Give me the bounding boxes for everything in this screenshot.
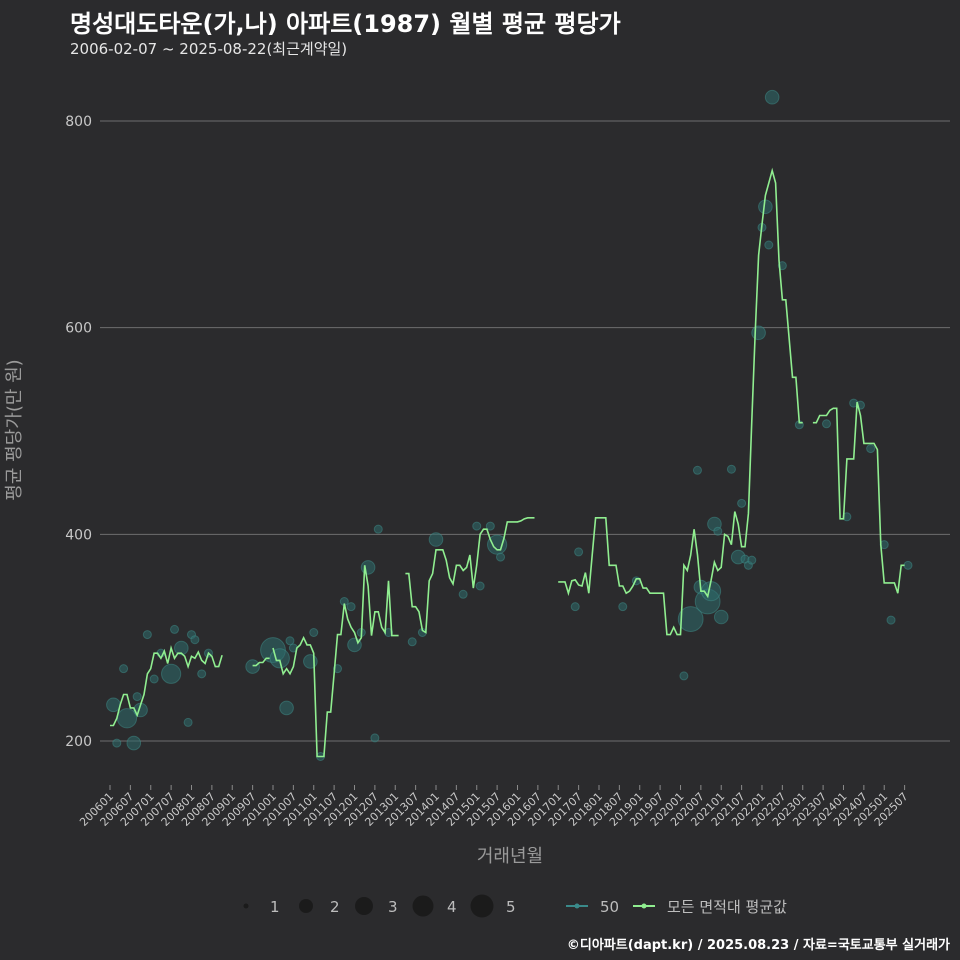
data-point bbox=[866, 444, 876, 454]
legend-size-marker bbox=[412, 895, 434, 917]
data-point bbox=[161, 663, 182, 684]
legend-size-label: 3 bbox=[388, 898, 398, 916]
data-point bbox=[764, 89, 780, 105]
data-point bbox=[132, 692, 142, 702]
data-point bbox=[370, 733, 380, 743]
legend: 1 2 3 4 5 50 모든 면적대 평균값 bbox=[243, 894, 787, 918]
legend-size-marker bbox=[243, 903, 249, 909]
data-point bbox=[428, 532, 444, 547]
legend-size-label: 4 bbox=[447, 898, 457, 916]
data-point bbox=[106, 697, 121, 713]
legend-series-label: 50 bbox=[600, 898, 619, 916]
data-point bbox=[285, 636, 295, 646]
y-tick-label: 600 bbox=[65, 321, 92, 337]
legend-size-marker bbox=[355, 897, 373, 915]
data-point bbox=[737, 498, 747, 508]
data-point bbox=[886, 615, 896, 625]
legend-series-dot bbox=[574, 903, 580, 909]
y-tick-label: 800 bbox=[65, 114, 92, 130]
average-line-segment bbox=[405, 517, 535, 634]
data-point bbox=[458, 589, 468, 599]
data-point bbox=[764, 240, 774, 250]
data-point bbox=[407, 637, 417, 647]
average-line-segment bbox=[812, 401, 905, 594]
y-tick-label: 200 bbox=[65, 734, 92, 750]
data-point bbox=[903, 560, 913, 570]
data-point bbox=[149, 674, 159, 684]
data-point bbox=[279, 700, 294, 716]
chart-title: 명성대도타운(가,나) 아파트(1987) 월별 평균 평당가 bbox=[70, 10, 621, 38]
chart-subtitle: 2006-02-07 ~ 2025-08-22(최근계약일) bbox=[70, 40, 348, 58]
data-point bbox=[496, 552, 506, 562]
legend-size-label: 5 bbox=[506, 898, 516, 916]
grid-layer bbox=[100, 120, 950, 742]
data-point bbox=[747, 555, 757, 565]
data-point bbox=[170, 624, 180, 634]
data-point bbox=[713, 609, 729, 625]
line-layer bbox=[110, 167, 905, 758]
data-point bbox=[618, 602, 628, 612]
data-point bbox=[197, 669, 207, 679]
data-point bbox=[303, 654, 318, 669]
data-point bbox=[726, 464, 736, 474]
legend-series-label: 모든 면적대 평균값 bbox=[667, 898, 787, 916]
source-credit: ©디아파트(dapt.kr) / 2025.08.23 / 자료=국토교통부 실… bbox=[566, 938, 950, 953]
y-tick-label: 400 bbox=[65, 527, 92, 543]
data-point bbox=[373, 524, 383, 534]
data-point bbox=[360, 560, 376, 575]
data-point bbox=[679, 671, 689, 681]
data-point bbox=[190, 635, 200, 645]
y-axis-label: 평균 평당가(만 원) bbox=[4, 359, 25, 500]
data-point bbox=[485, 521, 495, 531]
legend-size-marker bbox=[299, 899, 313, 913]
data-point bbox=[119, 664, 129, 674]
data-point bbox=[346, 602, 356, 612]
x-tick-layer: 2006012006072007012007072008012008072009… bbox=[77, 785, 911, 829]
data-point bbox=[692, 465, 702, 475]
data-point bbox=[309, 628, 319, 637]
average-line-segment bbox=[272, 565, 399, 758]
data-point bbox=[269, 648, 290, 669]
legend-size-label: 1 bbox=[270, 898, 280, 916]
data-point bbox=[822, 419, 832, 429]
legend-size-label: 2 bbox=[330, 898, 340, 916]
legend-series-dot bbox=[641, 903, 647, 909]
data-point bbox=[751, 325, 766, 341]
data-point bbox=[112, 738, 122, 748]
data-point bbox=[183, 717, 193, 727]
data-point bbox=[472, 521, 482, 531]
average-line-segment bbox=[252, 657, 270, 667]
data-point bbox=[574, 547, 584, 557]
x-axis-label: 거래년월 bbox=[477, 846, 543, 867]
data-point bbox=[570, 602, 580, 612]
data-point bbox=[677, 606, 704, 632]
data-point bbox=[126, 735, 142, 751]
data-point bbox=[713, 526, 723, 536]
y-tick-layer: 200 400 600 800 bbox=[65, 114, 92, 750]
legend-size-marker bbox=[470, 894, 494, 918]
data-point bbox=[174, 640, 189, 656]
data-point bbox=[475, 581, 485, 591]
points-layer bbox=[106, 89, 913, 761]
average-line-segment bbox=[110, 644, 223, 727]
data-point bbox=[142, 630, 152, 640]
data-point bbox=[245, 659, 260, 674]
average-line-segment bbox=[558, 167, 803, 636]
